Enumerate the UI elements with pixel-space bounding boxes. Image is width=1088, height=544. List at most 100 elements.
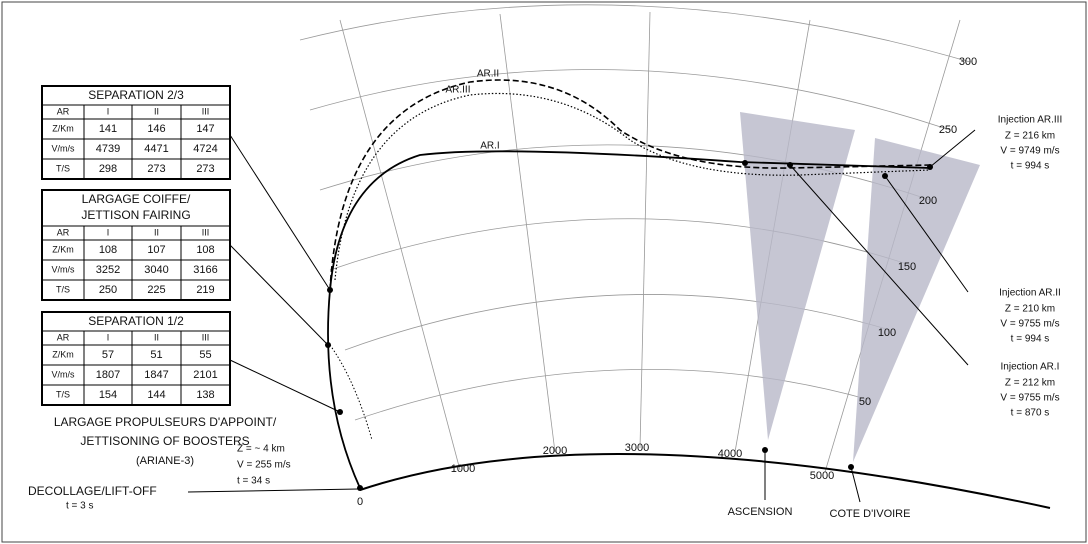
injection-line: t = 994 s xyxy=(1011,334,1050,345)
range-label: 5000 xyxy=(810,470,834,482)
altitude-label: 50 xyxy=(859,396,871,408)
table-cell: 2101 xyxy=(193,369,217,381)
booster-data: Z = ~ 4 km xyxy=(237,444,285,455)
trajectory-label: AR.I xyxy=(480,141,499,152)
table-cell: 138 xyxy=(196,389,214,401)
table-frame xyxy=(41,189,231,301)
table-header: I xyxy=(107,227,110,237)
table-cell: 55 xyxy=(199,349,211,361)
injection-line: t = 994 s xyxy=(1011,161,1050,172)
table-header: III xyxy=(202,227,210,237)
table-cell: 144 xyxy=(147,389,165,401)
table-row-label: Z/Km xyxy=(52,244,74,254)
booster-label: LARGAGE PROPULSEURS D'APPOINT/ xyxy=(54,415,277,429)
table-cell: 3252 xyxy=(96,264,120,276)
table-header: AR xyxy=(57,227,70,237)
table-row-label: T/S xyxy=(56,389,70,399)
table-cell: 225 xyxy=(147,284,165,296)
booster-data: t = 34 s xyxy=(237,476,270,487)
table-frame xyxy=(41,311,231,406)
table-cell: 3166 xyxy=(193,264,217,276)
range-label: 0 xyxy=(357,496,363,508)
table-cell: 107 xyxy=(147,244,165,256)
injection-title: Injection AR.II xyxy=(999,288,1061,299)
table-frame xyxy=(41,85,231,180)
injection-title: Injection AR.I xyxy=(1001,362,1060,373)
table-cell: 219 xyxy=(196,284,214,296)
table-header: I xyxy=(107,106,110,116)
table-cell: 4724 xyxy=(193,143,217,155)
liftoff-label: DECOLLAGE/LIFT-OFF xyxy=(28,484,157,498)
table-header: II xyxy=(154,332,159,342)
altitude-label: 200 xyxy=(919,195,937,207)
table-cell: 108 xyxy=(99,244,117,256)
booster-path xyxy=(329,344,373,441)
table-header: AR xyxy=(57,332,70,342)
injection-line: Z = 212 km xyxy=(1005,378,1055,389)
altitude-label: 150 xyxy=(898,261,916,273)
table-header: I xyxy=(107,332,110,342)
booster-label: (ARIANE-3) xyxy=(136,455,194,467)
table-cell: 3040 xyxy=(144,264,168,276)
table-header: AR xyxy=(57,106,70,116)
table-row-label: V/m/s xyxy=(51,264,75,274)
table-header: III xyxy=(202,106,210,116)
booster-label: JETTISONING OF BOOSTERS xyxy=(80,434,249,448)
leader-lines xyxy=(187,129,976,503)
table-cell: 298 xyxy=(99,163,117,175)
station-label: COTE D'IVOIRE xyxy=(830,508,911,520)
table-header: III xyxy=(202,332,210,342)
table-row-label: V/m/s xyxy=(51,369,75,379)
table-cell: 250 xyxy=(99,284,117,296)
table-cell: 154 xyxy=(99,389,117,401)
table-title: SEPARATION 2/3 xyxy=(88,88,184,102)
injection-line: t = 870 s xyxy=(1011,408,1050,419)
table-cell: 273 xyxy=(196,163,214,175)
table-header: II xyxy=(154,227,159,237)
injection-line: V = 9749 m/s xyxy=(1000,146,1059,157)
injection-line: Z = 210 km xyxy=(1005,304,1055,315)
trajectory-ar2 xyxy=(329,79,931,291)
table-cell: 51 xyxy=(150,349,162,361)
table-row-label: Z/Km xyxy=(52,123,74,133)
table-row-label: T/S xyxy=(56,163,70,173)
table-title: LARGAGE COIFFE/ xyxy=(82,192,191,206)
earth-surface xyxy=(359,453,1051,509)
range-label: 3000 xyxy=(625,442,649,454)
injection-line: V = 9755 m/s xyxy=(1000,319,1059,330)
station-label: ASCENSION xyxy=(728,506,793,518)
range-label: 1000 xyxy=(451,463,475,475)
table-cell: 4471 xyxy=(144,143,168,155)
visibility-cone xyxy=(853,138,980,462)
range-label: 4000 xyxy=(718,448,742,460)
table-header: II xyxy=(154,106,159,116)
booster-data: V = 255 m/s xyxy=(237,460,291,471)
injection-title: Injection AR.III xyxy=(998,115,1062,126)
table-cell: 108 xyxy=(196,244,214,256)
table-title: SEPARATION 1/2 xyxy=(88,314,184,328)
table-row-label: V/m/s xyxy=(51,143,75,153)
table-cell: 4739 xyxy=(96,143,120,155)
table-cell: 1847 xyxy=(144,369,168,381)
trajectory-ar1 xyxy=(327,150,931,489)
injection-line: V = 9755 m/s xyxy=(1000,393,1059,404)
altitude-label: 250 xyxy=(939,124,957,136)
table-cell: 273 xyxy=(147,163,165,175)
altitude-label: 100 xyxy=(878,327,896,339)
table-cell: 146 xyxy=(147,123,165,135)
table-cell: 57 xyxy=(102,349,114,361)
visibility-cone xyxy=(740,112,855,440)
range-label: 2000 xyxy=(543,445,567,457)
table-cell: 147 xyxy=(196,123,214,135)
table-row-label: T/S xyxy=(56,284,70,294)
altitude-label: 300 xyxy=(959,56,977,68)
liftoff-time: t = 3 s xyxy=(66,501,94,512)
trajectory-ar3 xyxy=(334,92,931,281)
table-cell: 141 xyxy=(99,123,117,135)
table-row-label: Z/Km xyxy=(52,349,74,359)
trajectory-label: AR.II xyxy=(477,69,499,80)
table-cell: 1807 xyxy=(96,369,120,381)
trajectory-label: AR.III xyxy=(445,85,470,96)
